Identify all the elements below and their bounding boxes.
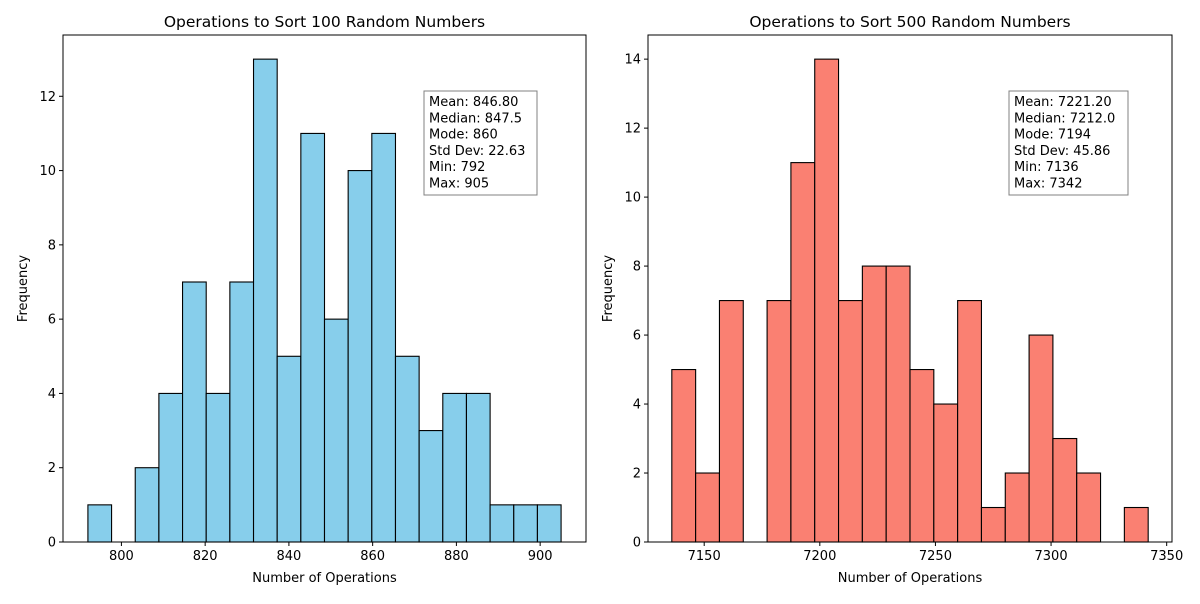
histogram-bar [980, 506, 1006, 543]
x-tick-label: 7350 [1150, 549, 1183, 564]
histogram-bar [442, 392, 468, 543]
y-axis-label: Frequency [16, 255, 31, 322]
histogram-bar [347, 170, 373, 543]
stats-line: Median: 7212.0 [1014, 111, 1115, 126]
stats-line: Mean: 846.80 [429, 95, 518, 110]
histogram-bar [1076, 472, 1102, 543]
x-tick-label: 880 [444, 549, 469, 564]
histogram-bar [1028, 334, 1054, 543]
x-tick-label: 860 [360, 549, 385, 564]
x-tick-label: 820 [193, 549, 218, 564]
chart-title: Operations to Sort 500 Random Numbers [749, 13, 1070, 31]
histogram-bar [181, 281, 207, 543]
histogram-bar [252, 58, 278, 543]
histogram-bar [814, 58, 840, 543]
histogram-bar [1123, 506, 1149, 543]
histogram-bar [205, 392, 231, 543]
y-tick-label: 4 [633, 398, 641, 413]
histogram-panel-2: 7150 7200 7250 7300 7350 0 2 4 6 8 10 12 14 Operation… [601, 13, 1183, 586]
histogram-bar [1004, 472, 1030, 543]
histogram-bar [371, 132, 397, 543]
y-tick-label: 2 [633, 467, 641, 482]
y-tick-label: 0 [633, 536, 641, 551]
histogram-bar [957, 300, 983, 543]
histogram-bar [394, 355, 420, 543]
histogram-bar [1052, 437, 1078, 543]
histogram-bar [323, 318, 349, 543]
y-axis-label: Frequency [601, 255, 616, 322]
histogram-bar [933, 403, 959, 543]
y-tick-label: 2 [48, 461, 56, 476]
y-tick-label: 4 [48, 387, 56, 402]
stats-line: Median: 847.5 [429, 111, 522, 126]
y-tick-label: 12 [39, 90, 56, 105]
stats-line: Mean: 7221.20 [1014, 95, 1112, 110]
histogram-bar [861, 265, 887, 543]
x-tick-label: 7250 [919, 549, 952, 564]
y-tick-label: 10 [624, 191, 641, 206]
stats-line: Std Dev: 22.63 [429, 144, 525, 159]
histogram-panel-1: 800 820 840 860 880 900 0 2 4 6 8 10 12 Operations to… [16, 13, 587, 586]
x-axis-label: Number of Operations [252, 571, 397, 586]
histogram-bar [465, 392, 491, 543]
histogram-bar [766, 300, 792, 543]
y-tick-label: 14 [624, 53, 641, 68]
histogram-bar [276, 355, 302, 543]
histogram-bar [300, 132, 326, 543]
histogram-bar [158, 392, 184, 543]
stats-box-frame [1008, 90, 1129, 196]
stats-box-frame [423, 90, 538, 196]
x-tick-label: 840 [276, 549, 301, 564]
histogram-bar [885, 265, 911, 543]
histogram-bar [909, 369, 935, 543]
stats-line: Mode: 860 [429, 128, 498, 143]
stats-line: Std Dev: 45.86 [1014, 144, 1110, 159]
y-tick-label: 8 [48, 238, 56, 253]
histogram-bar [87, 504, 113, 543]
histogram-bar [790, 162, 816, 543]
x-tick-label: 800 [109, 549, 134, 564]
stats-line: Max: 905 [429, 177, 489, 192]
histogram-bar [229, 281, 255, 543]
y-tick-label: 8 [633, 260, 641, 275]
x-tick-label: 7200 [803, 549, 836, 564]
y-tick-label: 12 [624, 122, 641, 137]
histogram-bar [718, 300, 744, 543]
histogram-bar [671, 369, 697, 543]
x-tick-label: 7150 [688, 549, 721, 564]
histogram-bar [513, 504, 538, 543]
plot-area-frame [647, 34, 1173, 543]
chart-title: Operations to Sort 100 Random Numbers [164, 13, 485, 31]
stats-line: Max: 7342 [1014, 177, 1082, 192]
histogram-bar [134, 467, 160, 543]
x-tick-label: 7300 [1035, 549, 1068, 564]
plot-area-frame [62, 34, 587, 543]
histogram-bar [837, 300, 863, 543]
y-tick-label: 6 [48, 313, 56, 328]
histogram-bar [489, 504, 515, 543]
histogram-bar [695, 472, 721, 543]
y-tick-label: 6 [633, 329, 641, 344]
x-axis-label: Number of Operations [838, 571, 983, 586]
stats-line: Mode: 7194 [1014, 128, 1091, 143]
x-tick-label: 900 [528, 549, 553, 564]
y-tick-label: 0 [48, 536, 56, 551]
histogram-bar [536, 504, 562, 543]
stats-line: Min: 7136 [1014, 160, 1079, 175]
stats-line: Min: 792 [429, 160, 485, 175]
y-tick-label: 10 [39, 164, 56, 179]
histogram-bar [418, 430, 444, 543]
